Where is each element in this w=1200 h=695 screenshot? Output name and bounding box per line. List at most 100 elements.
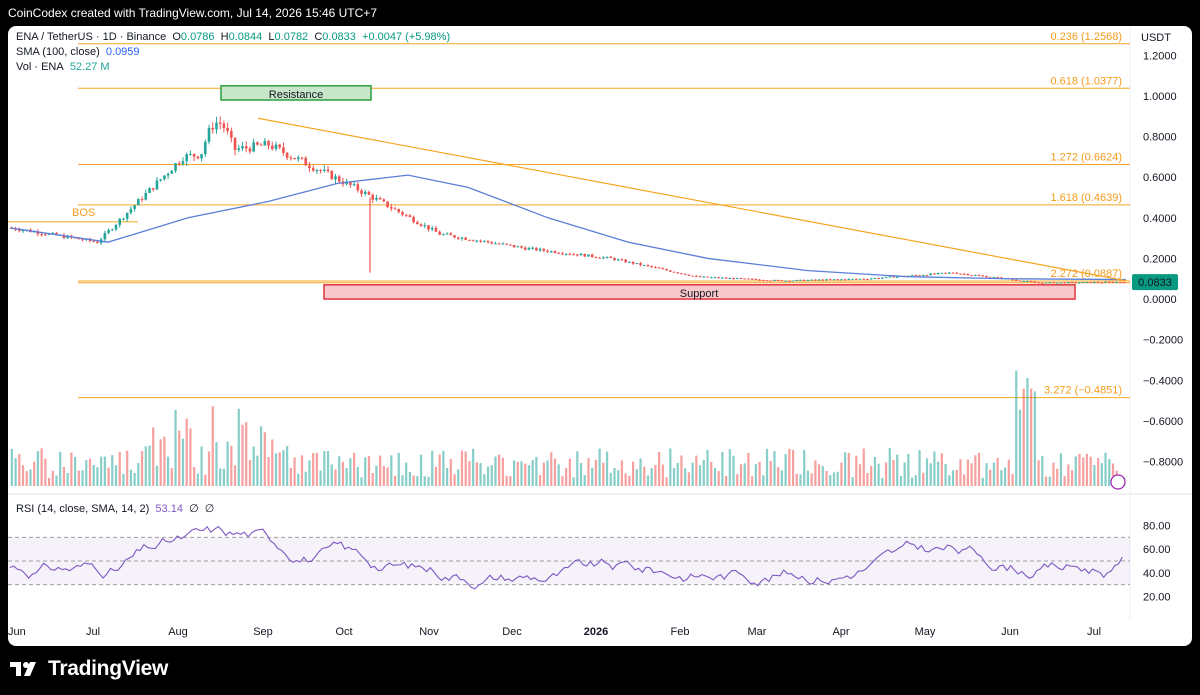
candle-body (230, 131, 233, 138)
candle-body (103, 232, 107, 240)
legend-sma-value: 0.0959 (105, 46, 140, 58)
candle-body (847, 278, 851, 280)
legend-open-label: O (172, 31, 181, 43)
candle-body (244, 146, 248, 149)
candle-body (125, 212, 129, 219)
candles-group (10, 116, 1126, 284)
candle-body (241, 146, 244, 149)
candle-body (970, 275, 973, 277)
legend-symbol[interactable]: ENA / TetherUS · 1D · Binance (16, 31, 167, 43)
candle-body (330, 171, 334, 180)
candle-body (494, 243, 497, 245)
candle-body (274, 144, 278, 149)
legend-close-label: C (314, 31, 323, 43)
candle-body (486, 240, 490, 243)
candle-body (382, 199, 386, 202)
time-tick-label: May (915, 626, 936, 638)
candle-body (587, 254, 590, 257)
candle-body (594, 256, 598, 258)
candle-body (858, 278, 862, 280)
currency-label: USDT (1141, 32, 1171, 44)
candle-body (628, 261, 631, 263)
candle-body (1014, 279, 1018, 281)
price-tick-label: −0.2000 (1143, 335, 1183, 347)
chart-canvas[interactable]: 1.2000 1.0000 0.8000 0.6000 0.4000 0.2000 0.00… (8, 26, 1192, 646)
price-tick-label: 1.2000 (1143, 50, 1177, 62)
candle-body (427, 225, 430, 230)
bos-label: BOS (72, 207, 95, 219)
candle-body (278, 144, 282, 148)
candle-body (1074, 282, 1078, 284)
candle-body (1078, 282, 1081, 284)
legend-symbol-row: ENA / TetherUS · 1D · Binance O0.0786 H0… (16, 31, 450, 43)
candle-body (665, 269, 668, 271)
fib-level-label: 0.236 (1.2568) (1050, 31, 1122, 43)
candle-body (129, 209, 133, 213)
candle-body (237, 148, 241, 150)
legend-change: +0.0047 (+5.98%) (362, 31, 451, 43)
legend-sma-label[interactable]: SMA (100, close) (16, 46, 100, 58)
price-tick-label: −0.4000 (1143, 375, 1183, 387)
candle-body (695, 275, 698, 277)
candle-body (832, 279, 836, 281)
candle-body (516, 246, 520, 248)
candle-body (40, 234, 43, 236)
candle-body (263, 140, 267, 146)
candle-body (523, 247, 527, 250)
resistance-label: Resistance (269, 89, 323, 101)
chart-panel[interactable]: 1.2000 1.0000 0.8000 0.6000 0.4000 0.2000 0.00… (8, 26, 1192, 646)
legend-sma-row: SMA (100, close) 0.0959 (16, 46, 140, 58)
candle-body (36, 231, 40, 235)
candle-body (218, 122, 222, 124)
candle-body (282, 147, 285, 153)
candle-body (367, 191, 371, 195)
candle-body (371, 194, 375, 200)
legend-rsi-value: 53.14 (155, 503, 183, 515)
legend-rsi-label[interactable]: RSI (14, close, SMA, 14, 2) (16, 503, 150, 515)
rsi-tick-label: 60.00 (1143, 544, 1171, 556)
candle-body (107, 230, 110, 233)
candle-body (817, 279, 821, 281)
candle-body (200, 154, 203, 159)
candle-body (799, 279, 802, 281)
candle-body (613, 258, 616, 261)
candle-body (185, 154, 189, 162)
candle-body (207, 127, 211, 142)
candle-body (996, 277, 999, 279)
candle-body (300, 157, 304, 159)
candle-body (583, 253, 587, 257)
legend-close: 0.0833 (322, 31, 356, 43)
attribution-text: CoinCodex created with TradingView.com, … (8, 6, 377, 20)
candle-body (285, 152, 289, 158)
legend-vol-label[interactable]: Vol · ENA (16, 61, 64, 73)
candle-body (356, 184, 360, 191)
candle-body (1115, 282, 1119, 284)
candle-body (914, 275, 918, 277)
candle-body (709, 277, 713, 279)
candle-body (363, 191, 367, 194)
candle-body (412, 217, 415, 223)
candle-body (408, 215, 412, 218)
tradingview-footer[interactable]: TradingView (10, 652, 168, 686)
candle-body (754, 278, 758, 280)
candle-body (947, 272, 951, 274)
candle-body (743, 278, 747, 280)
candle-body (642, 265, 646, 267)
candle-body (449, 233, 453, 236)
candle-body (453, 235, 456, 238)
price-tick-label: −0.6000 (1143, 416, 1183, 428)
candle-body (590, 254, 594, 257)
candle-body (1052, 282, 1055, 284)
candle-body (985, 275, 988, 278)
candle-body (962, 273, 966, 275)
candle-body (1033, 281, 1037, 283)
candle-body (553, 251, 557, 253)
candle-body (479, 240, 482, 242)
candle-body (955, 272, 959, 274)
candle-body (683, 273, 687, 275)
candle-body (668, 270, 672, 272)
last-price-text: 0.0833 (1138, 277, 1172, 289)
candle-body (289, 157, 293, 159)
time-tick-label: Nov (419, 626, 439, 638)
candle-body (631, 261, 635, 264)
